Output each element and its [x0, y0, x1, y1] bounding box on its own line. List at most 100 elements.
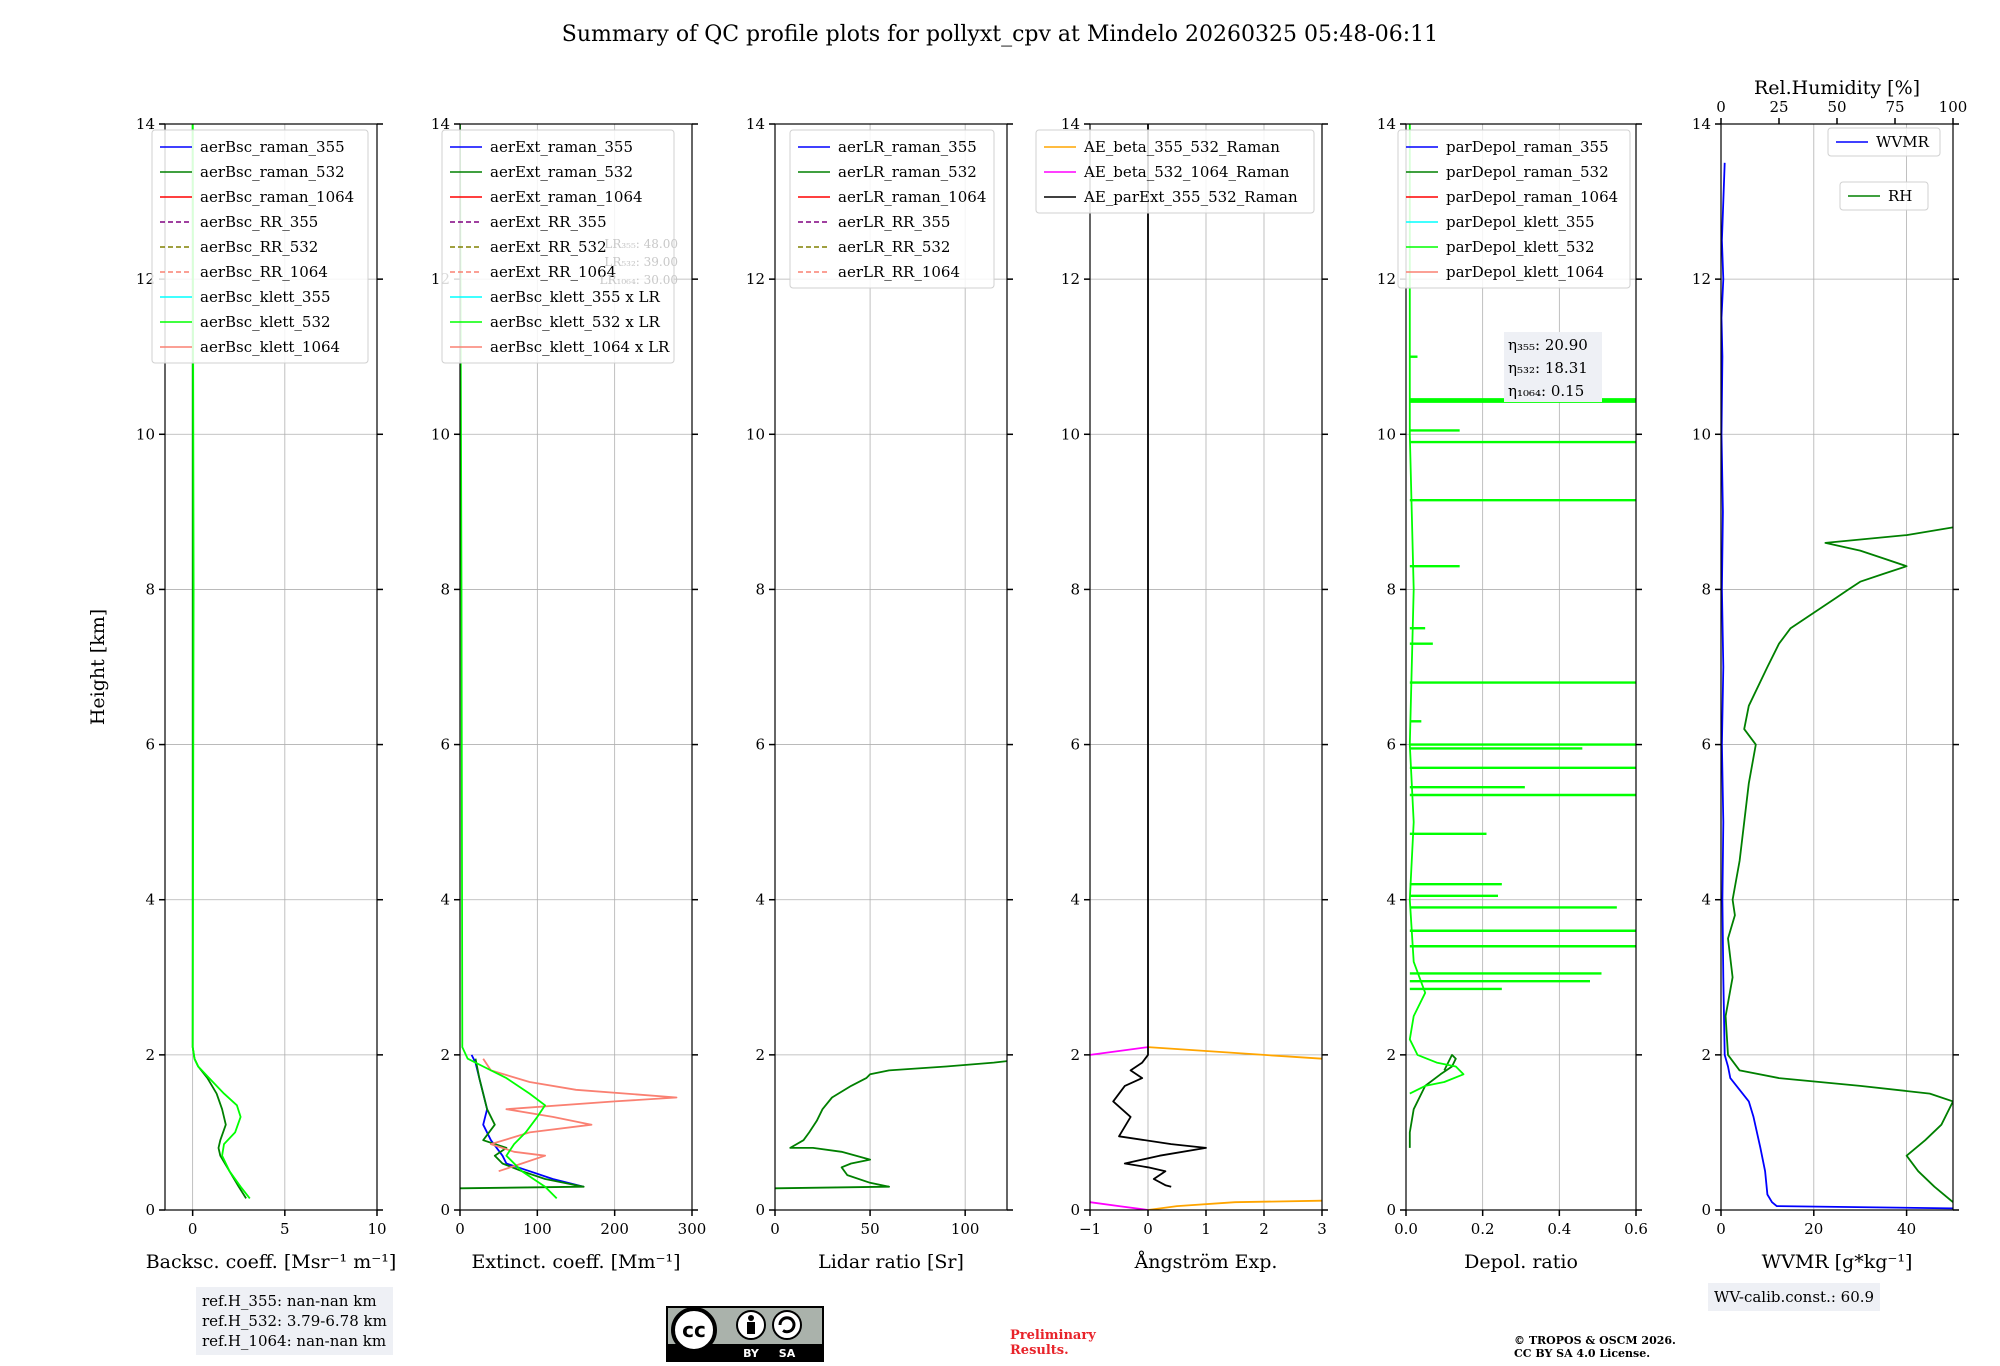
top-tick-label: 25 [1769, 98, 1788, 116]
legend-label: aerLR_raman_532 [838, 163, 977, 181]
x-tick-label: 0.2 [1471, 1220, 1495, 1238]
panel-wvmr: 0 2 4 6 8 10 12 14 0 20 40 WVMR [g*kg⁻¹] 0 25 50 75 100 R… [1692, 77, 1967, 1273]
legend-label: aerLR_raman_355 [838, 138, 977, 156]
legend-label: aerBsc_klett_532 [200, 313, 331, 331]
x-tick-label: 100 [523, 1220, 552, 1238]
y-tick-label: 2 [1386, 1046, 1396, 1064]
share-alike-icon [772, 1310, 802, 1340]
copyright-line-1: © TROPOS & OSCM 2026. [1514, 1334, 1676, 1347]
preliminary-results-note: Preliminary Results. [1010, 1328, 1096, 1358]
y-tick-label: 14 [1692, 115, 1711, 133]
legend-label: RH [1888, 187, 1912, 205]
cc-by-sa-license-badge: cc BY SA [666, 1306, 824, 1362]
x-tick-label: 100 [951, 1220, 980, 1238]
plot-area [1090, 124, 1322, 1210]
legend-label: aerBsc_RR_355 [200, 213, 318, 231]
y-tick-label: 0 [1701, 1201, 1711, 1219]
y-tick-label: 6 [1386, 736, 1396, 754]
legend-label: aerLR_RR_532 [838, 238, 950, 256]
legend-label: aerBsc_klett_1064 [200, 338, 340, 356]
y-tick-label: 2 [755, 1046, 765, 1064]
x-tick-label: 300 [678, 1220, 707, 1238]
legend-box [441, 129, 675, 364]
x-tick-label: 2 [1259, 1220, 1269, 1238]
top-axis-label: Rel.Humidity [%] [1754, 77, 1920, 99]
legend-label: AE_beta_355_532_Raman [1083, 138, 1280, 156]
y-tick-label: 6 [1070, 736, 1080, 754]
series-AE_beta_355_532_Raman low [1147, 1199, 1322, 1210]
axes-frame [774, 123, 1008, 1211]
legend-box [789, 129, 995, 289]
legend-box [1839, 181, 1929, 211]
x-axis-label: WVMR [g*kg⁻¹] [1762, 1251, 1913, 1273]
x-tick-label: 0 [455, 1220, 465, 1238]
preliminary-line-1: Preliminary [1010, 1328, 1096, 1343]
x-tick-label: 0 [770, 1220, 780, 1238]
plot-area [460, 124, 678, 1200]
legend-label: aerExt_RR_355 [490, 213, 607, 231]
y-tick-label: 8 [1386, 580, 1396, 598]
legend-label: AE_beta_532_1064_Raman [1083, 163, 1290, 181]
x-tick-label: 0 [1143, 1220, 1153, 1238]
panel-depol: 0 2 4 6 8 10 12 14 0.0 0.2 0.4 0.6 Depol. ratio parDe… [1377, 115, 1648, 1273]
wv-calibration-box: WV-calib.const.: 60.9 [1708, 1283, 1881, 1311]
eta-value: η₃₅₅: 20.90 [1508, 336, 1588, 354]
x-axis-label: Lidar ratio [Sr] [818, 1251, 964, 1273]
legend-box [151, 129, 369, 364]
x-tick-label: 200 [600, 1220, 629, 1238]
y-tick-label: 8 [1070, 580, 1080, 598]
y-tick-label: 10 [1377, 425, 1396, 443]
y-tick-label: 10 [1061, 425, 1080, 443]
x-tick-label: 0 [1716, 1220, 1726, 1238]
y-tick-label: 12 [746, 270, 765, 288]
series-aerBsc_klett_532 x LR [460, 124, 558, 1200]
series-AE_parExt_355_532_Raman [1112, 124, 1207, 1188]
legend-label: aerBsc_raman_1064 [200, 188, 354, 206]
y-tick-label: 2 [145, 1046, 155, 1064]
x-tick-label: 0.4 [1547, 1220, 1571, 1238]
by-label: BY [743, 1347, 760, 1360]
legend-label: parDepol_klett_355 [1446, 213, 1595, 231]
series-RH [1724, 526, 1953, 1203]
ref-height-1064: ref.H_1064: nan-nan km [202, 1332, 387, 1350]
x-axis-label: Extinct. coeff. [Mm⁻¹] [471, 1251, 680, 1273]
legend-label: aerExt_raman_532 [490, 163, 633, 181]
wv-calib-constant: WV-calib.const.: 60.9 [1714, 1288, 1875, 1306]
y-tick-label: 8 [1701, 580, 1711, 598]
x-axis-label: Backsc. coeff. [Msr⁻¹ m⁻¹] [146, 1251, 397, 1273]
panel-lr: 0 2 4 6 8 10 12 14 0 50 100 Lidar ratio [Sr] aerLR_r… [746, 115, 1013, 1273]
legend-label: aerLR_RR_1064 [838, 263, 960, 281]
y-tick-label: 10 [1692, 425, 1711, 443]
top-tick-label: 75 [1885, 98, 1904, 116]
eta-value: η₁₀₆₄: 0.15 [1508, 382, 1584, 400]
y-tick-label: 14 [431, 115, 450, 133]
x-axis-label: Depol. ratio [1464, 1251, 1578, 1273]
plot-area [1721, 162, 1953, 1210]
series-aerLR_raman_532 [775, 1060, 1007, 1190]
x-tick-label: 3 [1317, 1220, 1327, 1238]
legend-label: aerBsc_klett_1064 x LR [490, 338, 670, 356]
series-parDepol_raman_532 [1408, 1054, 1457, 1148]
series-aerExt_RR_1064 [482, 1058, 678, 1173]
series-WVMR [1721, 162, 1953, 1210]
series-AE_beta_532_1064_Raman [1090, 1046, 1149, 1056]
legend-label: aerBsc_klett_355 [200, 288, 331, 306]
y-tick-label: 12 [1061, 270, 1080, 288]
legend-label: WVMR [1876, 133, 1930, 151]
figure-title: Summary of QC profile plots for pollyxt_… [561, 22, 1439, 47]
series-aerBsc_klett_532 [191, 124, 251, 1199]
series-parDepol_klett_532 [1408, 124, 1465, 1095]
y-tick-label: 2 [440, 1046, 450, 1064]
legend-label: aerBsc_klett_532 x LR [490, 313, 661, 331]
legend-label: aerExt_RR_1064 [490, 263, 616, 281]
y-tick-label: 8 [145, 580, 155, 598]
y-tick-label: 4 [755, 891, 765, 909]
y-tick-label: 12 [1692, 270, 1711, 288]
y-tick-label: 12 [136, 270, 155, 288]
series-AE_beta_355_532_Raman [1147, 1046, 1322, 1060]
legend-label: parDepol_raman_1064 [1446, 188, 1618, 206]
lr-note-text: LR₅₃₂: 39.00 [604, 255, 678, 269]
y-tick-label: 6 [755, 736, 765, 754]
